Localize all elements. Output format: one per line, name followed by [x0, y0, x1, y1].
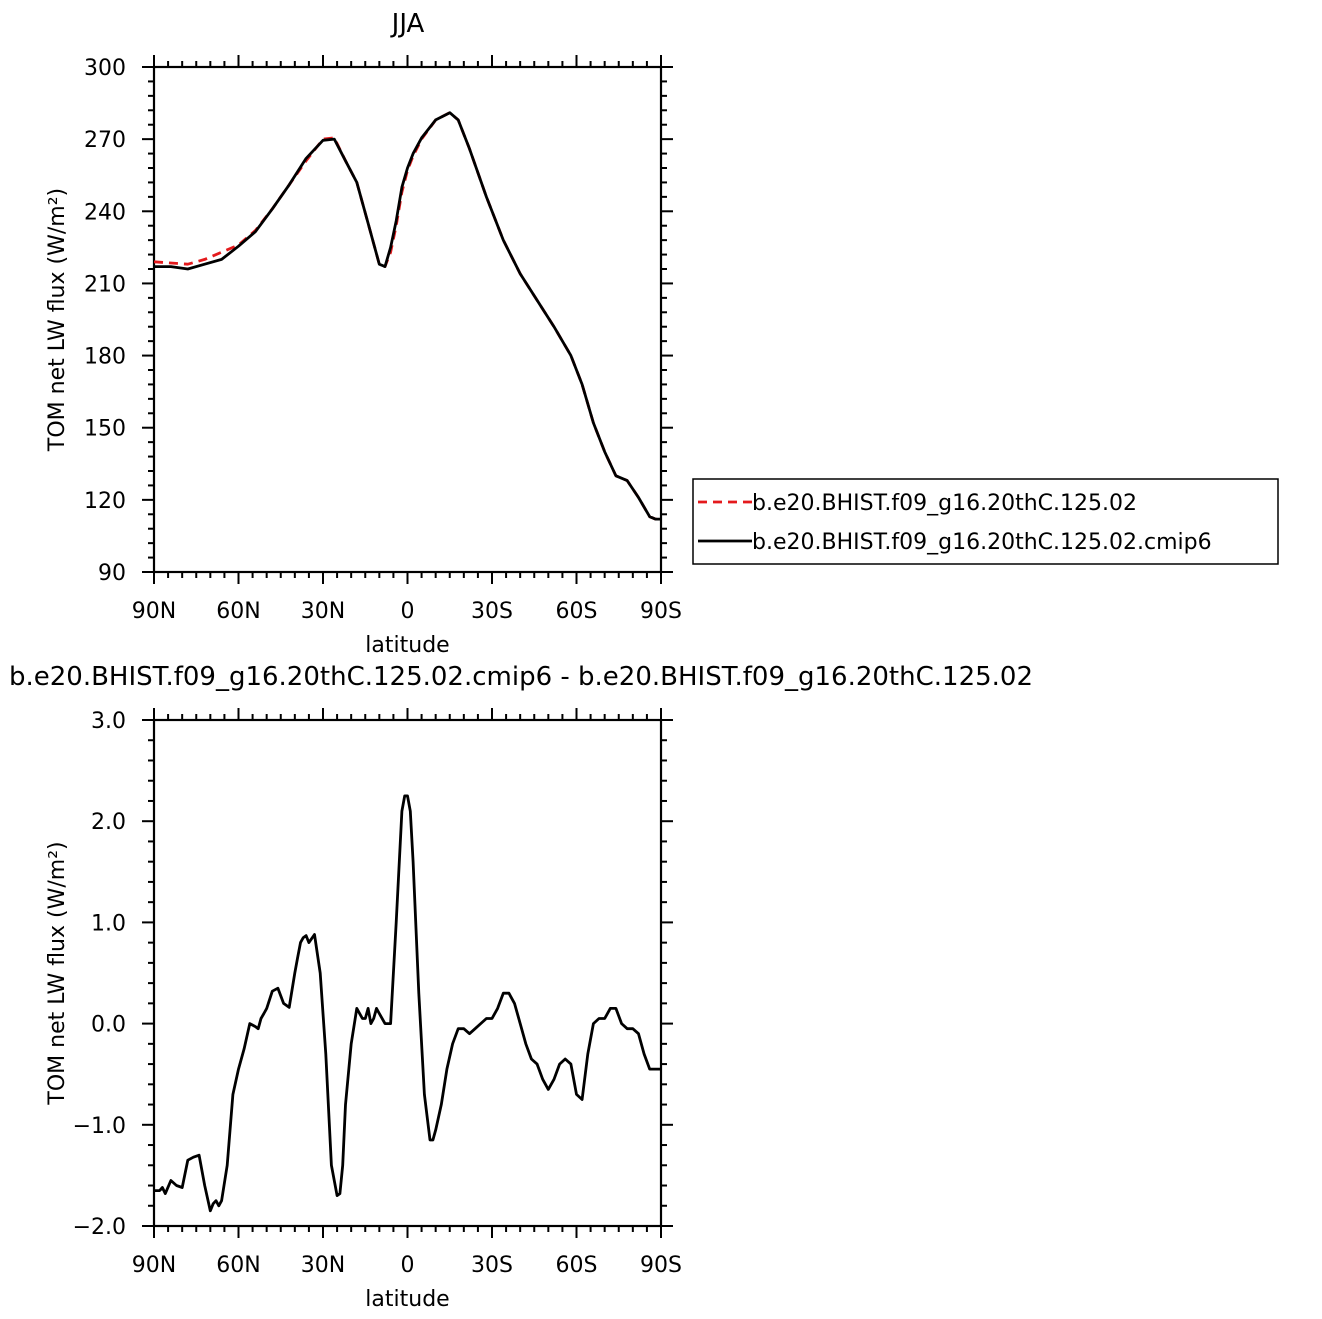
- y-axis-label: TOM net LW flux (W/m²): [45, 841, 70, 1105]
- y-axis-label: TOM net LW flux (W/m²): [45, 188, 70, 452]
- y-tick-label: 210: [84, 272, 126, 297]
- x-tick-label: 30N: [301, 1253, 345, 1278]
- series-line-0: [154, 794, 661, 1213]
- x-tick-label: 30S: [471, 1253, 513, 1278]
- y-tick-label: 300: [84, 56, 126, 81]
- series-line-1: [154, 111, 661, 521]
- x-tick-label: 30N: [301, 599, 345, 624]
- x-axis-label: latitude: [365, 1287, 449, 1312]
- y-tick-label: 120: [84, 489, 126, 514]
- y-tick-label: −2.0: [73, 1215, 126, 1240]
- legend: b.e20.BHIST.f09_g16.20thC.125.02 b.e20.BH…: [692, 478, 1279, 565]
- x-tick-label: 60N: [216, 599, 260, 624]
- y-tick-label: 0.0: [91, 1013, 126, 1038]
- x-axis-label: latitude: [365, 633, 449, 658]
- x-tick-label: 30S: [471, 599, 513, 624]
- plot-frame: [152, 65, 663, 574]
- x-tick-label: 60S: [556, 1253, 598, 1278]
- x-tick-label: 90N: [132, 1253, 176, 1278]
- x-tick-label: 60N: [216, 1253, 260, 1278]
- chart-title: JJA: [390, 9, 425, 39]
- legend-label: b.e20.BHIST.f09_g16.20thC.125.02.cmip6: [752, 530, 1212, 555]
- top-panel: JJA 90N 60N 30N 0 30S 60S 90S 90 120 150 180 210 240 2…: [45, 9, 682, 658]
- bottom-panel: b.e20.BHIST.f09_g16.20thC.125.02.cmip6 -…: [9, 662, 1033, 1312]
- y-tick-label: 1.0: [91, 911, 126, 936]
- x-tick-label: 60S: [556, 599, 598, 624]
- x-tick-label: 90S: [640, 1253, 682, 1278]
- y-tick-label: 180: [84, 345, 126, 370]
- x-tick-label: 90S: [640, 599, 682, 624]
- legend-box: [692, 478, 1279, 565]
- x-tick-label: 0: [401, 1253, 415, 1278]
- x-tick-label: 0: [401, 599, 415, 624]
- chart-title: b.e20.BHIST.f09_g16.20thC.125.02.cmip6 -…: [9, 662, 1033, 692]
- y-tick-label: 240: [84, 200, 126, 225]
- y-tick-label: 270: [84, 128, 126, 153]
- y-tick-label: 3.0: [91, 709, 126, 734]
- y-tick-label: 2.0: [91, 810, 126, 835]
- y-tick-label: 90: [98, 561, 126, 586]
- y-tick-label: −1.0: [73, 1114, 126, 1139]
- y-tick-label: 150: [84, 417, 126, 442]
- legend-label: b.e20.BHIST.f09_g16.20thC.125.02: [752, 491, 1137, 516]
- series-line-0: [154, 111, 661, 521]
- x-tick-label: 90N: [132, 599, 176, 624]
